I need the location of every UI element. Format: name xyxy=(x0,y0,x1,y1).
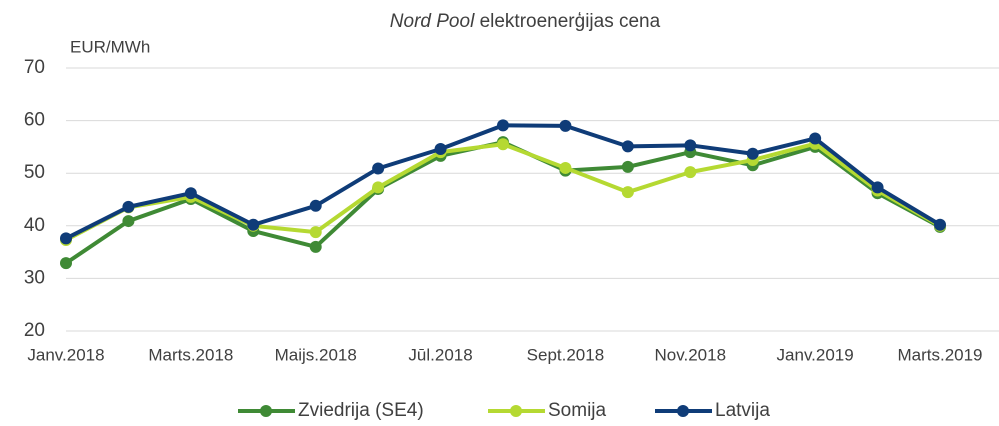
legend-marker xyxy=(260,405,272,417)
data-point xyxy=(60,232,72,245)
data-point xyxy=(309,199,322,212)
legend-marker xyxy=(677,405,689,417)
data-point xyxy=(621,160,634,173)
data-point xyxy=(372,162,385,175)
data-point xyxy=(309,240,322,253)
data-point xyxy=(122,200,135,213)
y-tick-label: 60 xyxy=(24,110,45,131)
title-part: Nord Pool xyxy=(390,11,475,32)
data-point xyxy=(559,119,572,132)
data-point xyxy=(60,257,72,270)
data-point xyxy=(122,215,135,228)
legend-label: Somija xyxy=(548,400,607,421)
x-tick-label: Nov.2018 xyxy=(655,345,727,364)
x-tick-label: Sept.2018 xyxy=(527,345,605,364)
data-point xyxy=(684,166,697,179)
x-tick-label: Janv.2019 xyxy=(777,345,854,364)
data-point xyxy=(559,161,572,174)
data-point xyxy=(497,119,509,132)
y-tick-label: 70 xyxy=(24,57,45,78)
data-point xyxy=(497,138,509,151)
x-tick-label: Maijs.2018 xyxy=(275,345,357,364)
x-tick-label: Marts.2019 xyxy=(897,345,982,364)
data-point xyxy=(434,143,447,156)
legend-label: Latvija xyxy=(715,400,770,421)
data-point xyxy=(746,147,759,160)
data-point xyxy=(184,187,197,200)
data-point xyxy=(684,139,697,152)
y-tick-label: 30 xyxy=(24,267,45,288)
data-point xyxy=(621,186,634,199)
y-tick-label: 50 xyxy=(24,162,45,183)
data-point xyxy=(372,181,385,194)
y-tick-label: 20 xyxy=(24,320,45,341)
title-part: elektroenerģijas cena xyxy=(474,11,660,32)
data-point xyxy=(809,132,822,145)
data-point xyxy=(247,218,260,231)
x-tick-label: Marts.2018 xyxy=(148,345,233,364)
data-point xyxy=(871,181,884,194)
series-line xyxy=(64,140,941,265)
x-tick-label: Jūl.2018 xyxy=(408,345,472,364)
data-point xyxy=(934,218,946,231)
data-point xyxy=(309,226,322,239)
data-point xyxy=(621,140,634,153)
legend-marker xyxy=(510,405,522,417)
legend-label: Zviedrija (SE4) xyxy=(298,400,424,421)
chart-title: Nord Pool elektroenerģijas cena xyxy=(390,11,661,32)
x-tick-label: Janv.2018 xyxy=(27,345,104,364)
y-tick-label: 40 xyxy=(24,215,45,236)
y-axis-label: EUR/MWh xyxy=(70,37,150,56)
